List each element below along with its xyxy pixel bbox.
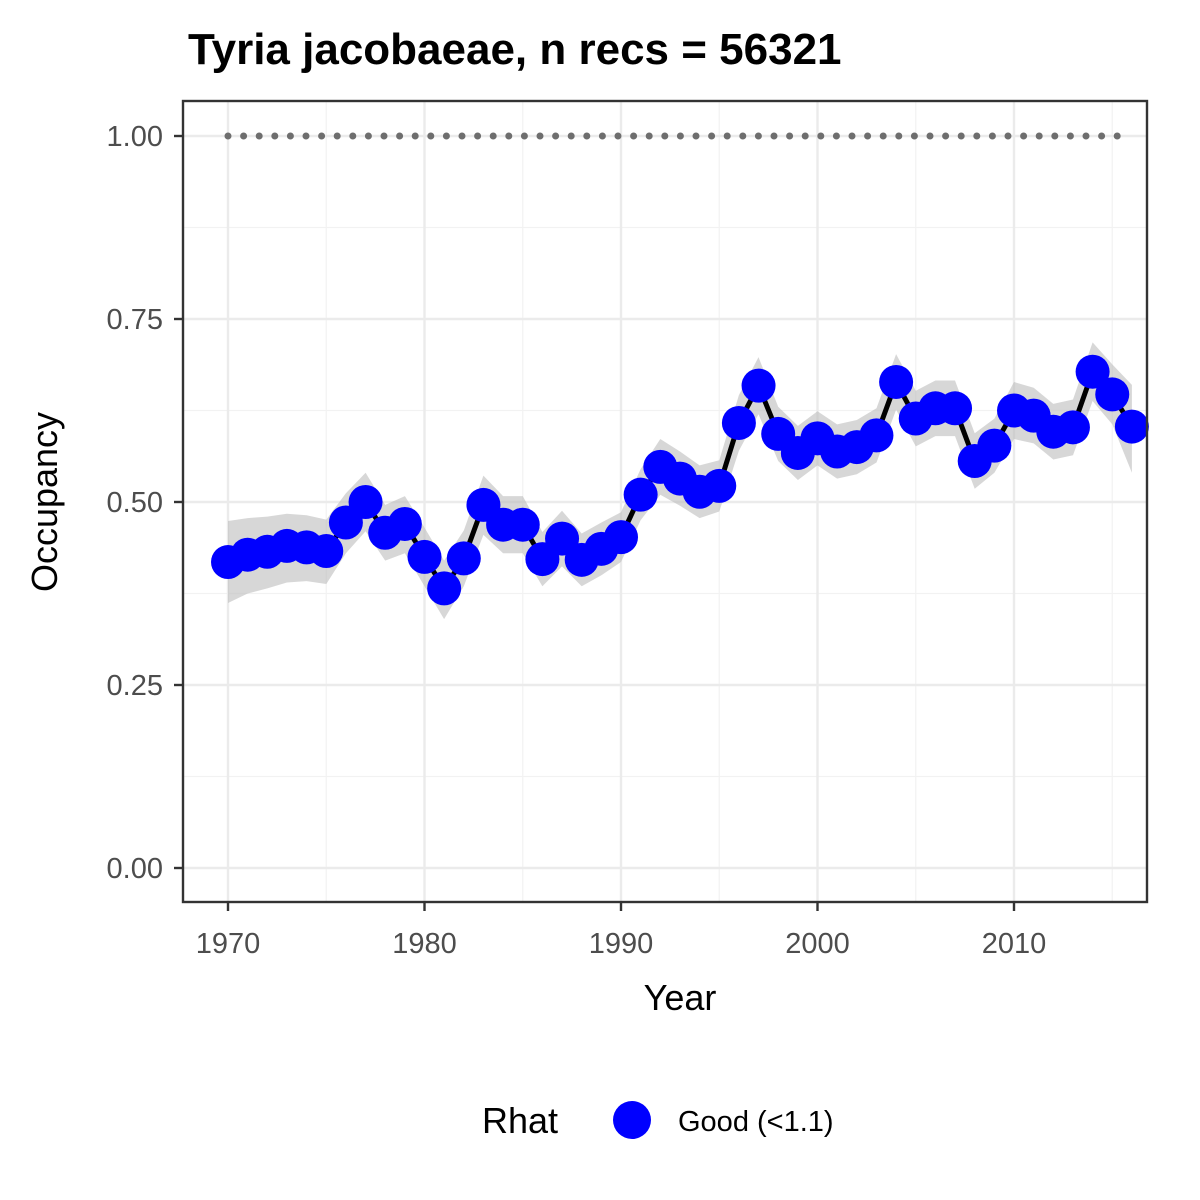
data-point-2014: [1075, 354, 1110, 389]
data-point-2015: [1095, 377, 1130, 412]
data-point-2004: [879, 364, 914, 399]
y-tick-label: 0.00: [107, 853, 163, 885]
x-tick-label: 1980: [392, 928, 457, 960]
data-point-1990: [604, 520, 638, 555]
data-point-2003: [859, 418, 894, 453]
data-point-2009: [977, 428, 1012, 463]
x-tick-label: 2000: [785, 928, 850, 960]
legend-key-point: [613, 1101, 651, 1139]
y-tick-label: 0.75: [107, 304, 163, 336]
data-point-1996: [721, 405, 756, 440]
x-tick-label: 2010: [982, 928, 1047, 960]
x-tick-label: 1990: [589, 928, 654, 960]
data-point-1982: [446, 541, 481, 576]
chart-title: Tyria jacobaeae, n recs = 56321: [188, 25, 842, 74]
data-point-1980: [407, 539, 442, 574]
plot-panel: 1970 1980 1990 2000 2010 0.00 0.25 0.50 0.75 1.00: [107, 99, 1149, 960]
data-point-1975: [309, 534, 344, 569]
data-point-1991: [623, 477, 658, 512]
y-tick-label: 0.25: [107, 670, 163, 702]
data-point-2007: [938, 391, 973, 426]
data-point-2013: [1055, 410, 1090, 445]
y-axis-title: Occupancy: [24, 412, 65, 592]
data-point-2016: [1114, 409, 1149, 444]
data-point-1997: [741, 368, 776, 403]
data-point-1985: [505, 507, 540, 542]
legend-title: Rhat: [482, 1100, 558, 1141]
legend: Rhat Good (<1.1): [482, 1100, 834, 1141]
y-tick-label: 1.00: [107, 121, 163, 153]
data-point-1979: [387, 506, 422, 541]
data-point-1995: [702, 468, 737, 503]
x-tick-label: 1970: [196, 928, 261, 960]
data-point-1977: [348, 485, 383, 519]
legend-label: Good (<1.1): [678, 1106, 834, 1138]
x-axis-title: Year: [644, 977, 717, 1018]
data-point-1981: [427, 571, 462, 606]
y-tick-label: 0.50: [107, 487, 163, 519]
